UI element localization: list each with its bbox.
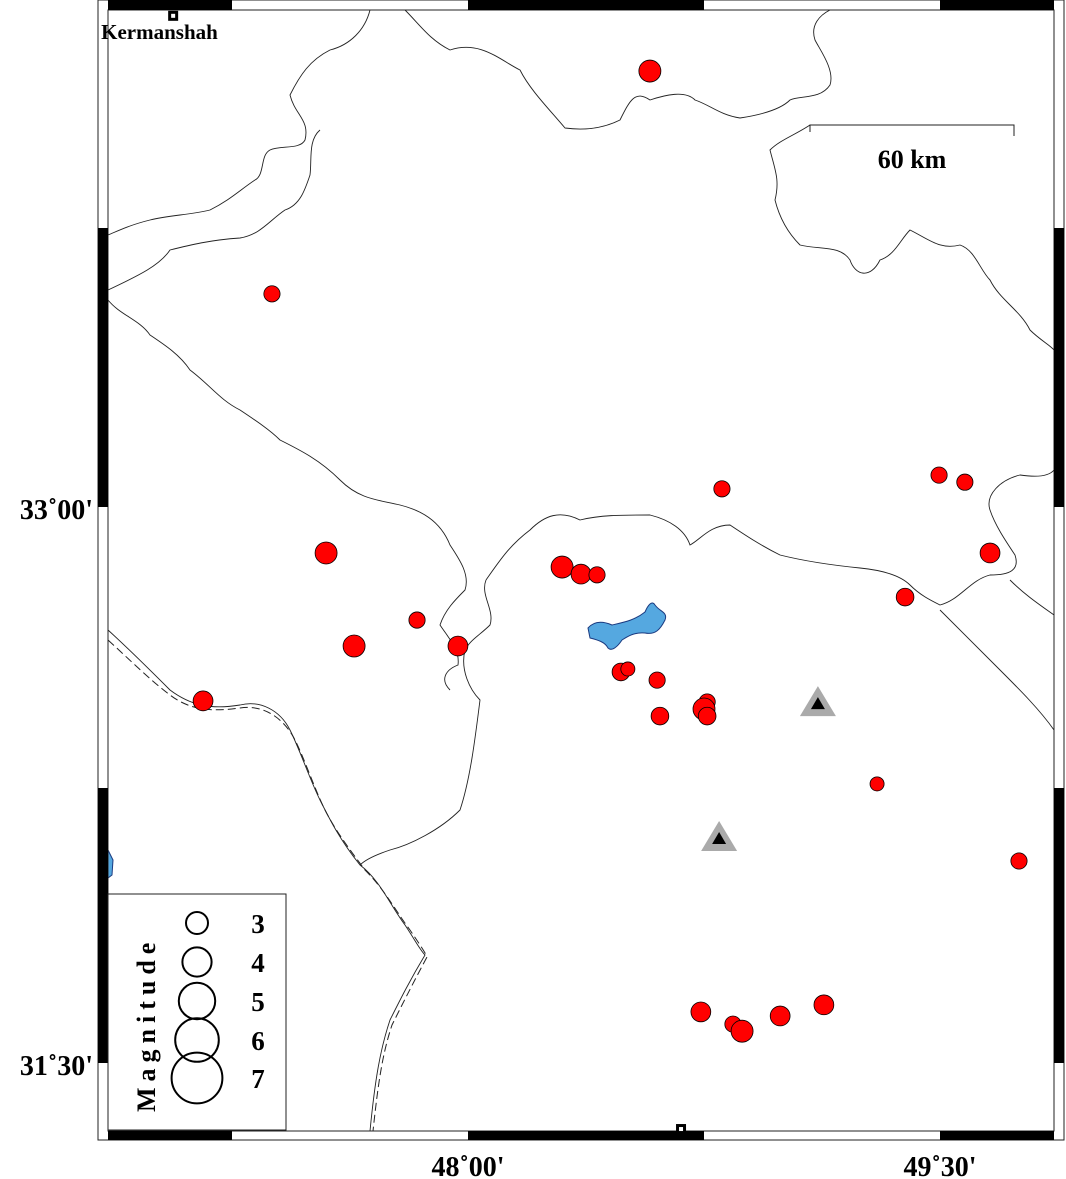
- coast-fragment: [107, 849, 114, 879]
- frame-segment: [1054, 228, 1064, 507]
- legend-label: 6: [251, 1026, 265, 1056]
- earthquake-marker: [408, 611, 426, 629]
- legend-circle: [181, 946, 213, 978]
- cities-layer: Kermanshah: [101, 10, 687, 1135]
- earthquake-marker: [930, 466, 948, 484]
- frame-segment: [1054, 788, 1064, 1063]
- x-tick-label: 48˚00': [431, 1152, 504, 1179]
- earthquake-marker: [620, 661, 636, 677]
- frame-segment: [468, 0, 704, 10]
- earthquake-marker: [697, 706, 717, 726]
- stations-layer: [701, 686, 836, 852]
- earthquake-marker: [638, 59, 662, 83]
- frame-segment: [98, 228, 108, 507]
- legend: Magnitude 3 4 5 6 7: [107, 893, 287, 1131]
- x-tick-label: 49˚30': [903, 1152, 976, 1179]
- station-inner-icon: [810, 697, 825, 710]
- earthquake-marker: [813, 994, 835, 1016]
- legend-circle: [170, 1051, 224, 1105]
- frame-segment: [108, 1131, 232, 1140]
- legend-circle: [174, 1017, 220, 1063]
- earthquake-marker: [769, 1005, 791, 1027]
- earthquake-marker: [1010, 852, 1028, 870]
- y-tick-label: 31˚30': [20, 1051, 93, 1082]
- earthquake-marker: [730, 1019, 754, 1043]
- lake: [587, 602, 667, 650]
- city-label: Kermanshah: [101, 20, 218, 44]
- legend-circle: [185, 911, 209, 935]
- legend-circle: [177, 981, 217, 1021]
- map-frame: [97, 0, 1065, 1141]
- earthquake-marker: [869, 776, 885, 792]
- earthquake-marker: [648, 671, 666, 689]
- legend-label: 4: [251, 948, 265, 978]
- y-tick-label: 33˚00': [20, 495, 93, 526]
- earthquake-marker: [550, 555, 574, 579]
- earthquake-marker: [979, 542, 1001, 564]
- earthquake-marker: [713, 480, 731, 498]
- city-square-inner: [171, 13, 176, 18]
- frame-segment: [98, 788, 108, 1063]
- tick-labels: 48˚00' 49˚30' 33˚00' 31˚30': [20, 495, 977, 1179]
- legend-label: 7: [251, 1064, 265, 1094]
- station-inner-icon: [712, 832, 727, 845]
- earthquake-marker: [956, 473, 974, 491]
- legend-title: Magnitude: [132, 937, 161, 1112]
- earthquake-marker: [314, 541, 338, 565]
- earthquake-marker: [690, 1001, 712, 1023]
- earthquake-marker: [570, 563, 592, 585]
- earthquake-marker: [342, 634, 366, 658]
- earthquake-marker: [650, 706, 670, 726]
- scale-bar-label: 60 km: [878, 145, 947, 174]
- frame-segment: [940, 1131, 1054, 1140]
- events-layer: [192, 59, 1028, 1043]
- frame-segment: [940, 0, 1054, 10]
- legend-label: 3: [251, 909, 265, 939]
- earthquake-marker: [192, 690, 214, 712]
- scale-bar: 60 km: [809, 124, 1015, 174]
- earthquake-marker: [588, 566, 606, 584]
- frame-segment: [468, 1131, 704, 1140]
- legend-label: 5: [251, 987, 265, 1017]
- frame-segment: [108, 0, 232, 10]
- province-borders: [107, 9, 1055, 1132]
- earthquake-marker: [263, 285, 281, 303]
- earthquake-marker: [447, 635, 469, 657]
- earthquake-marker: [895, 587, 915, 607]
- city-square-inner: [679, 1127, 684, 1132]
